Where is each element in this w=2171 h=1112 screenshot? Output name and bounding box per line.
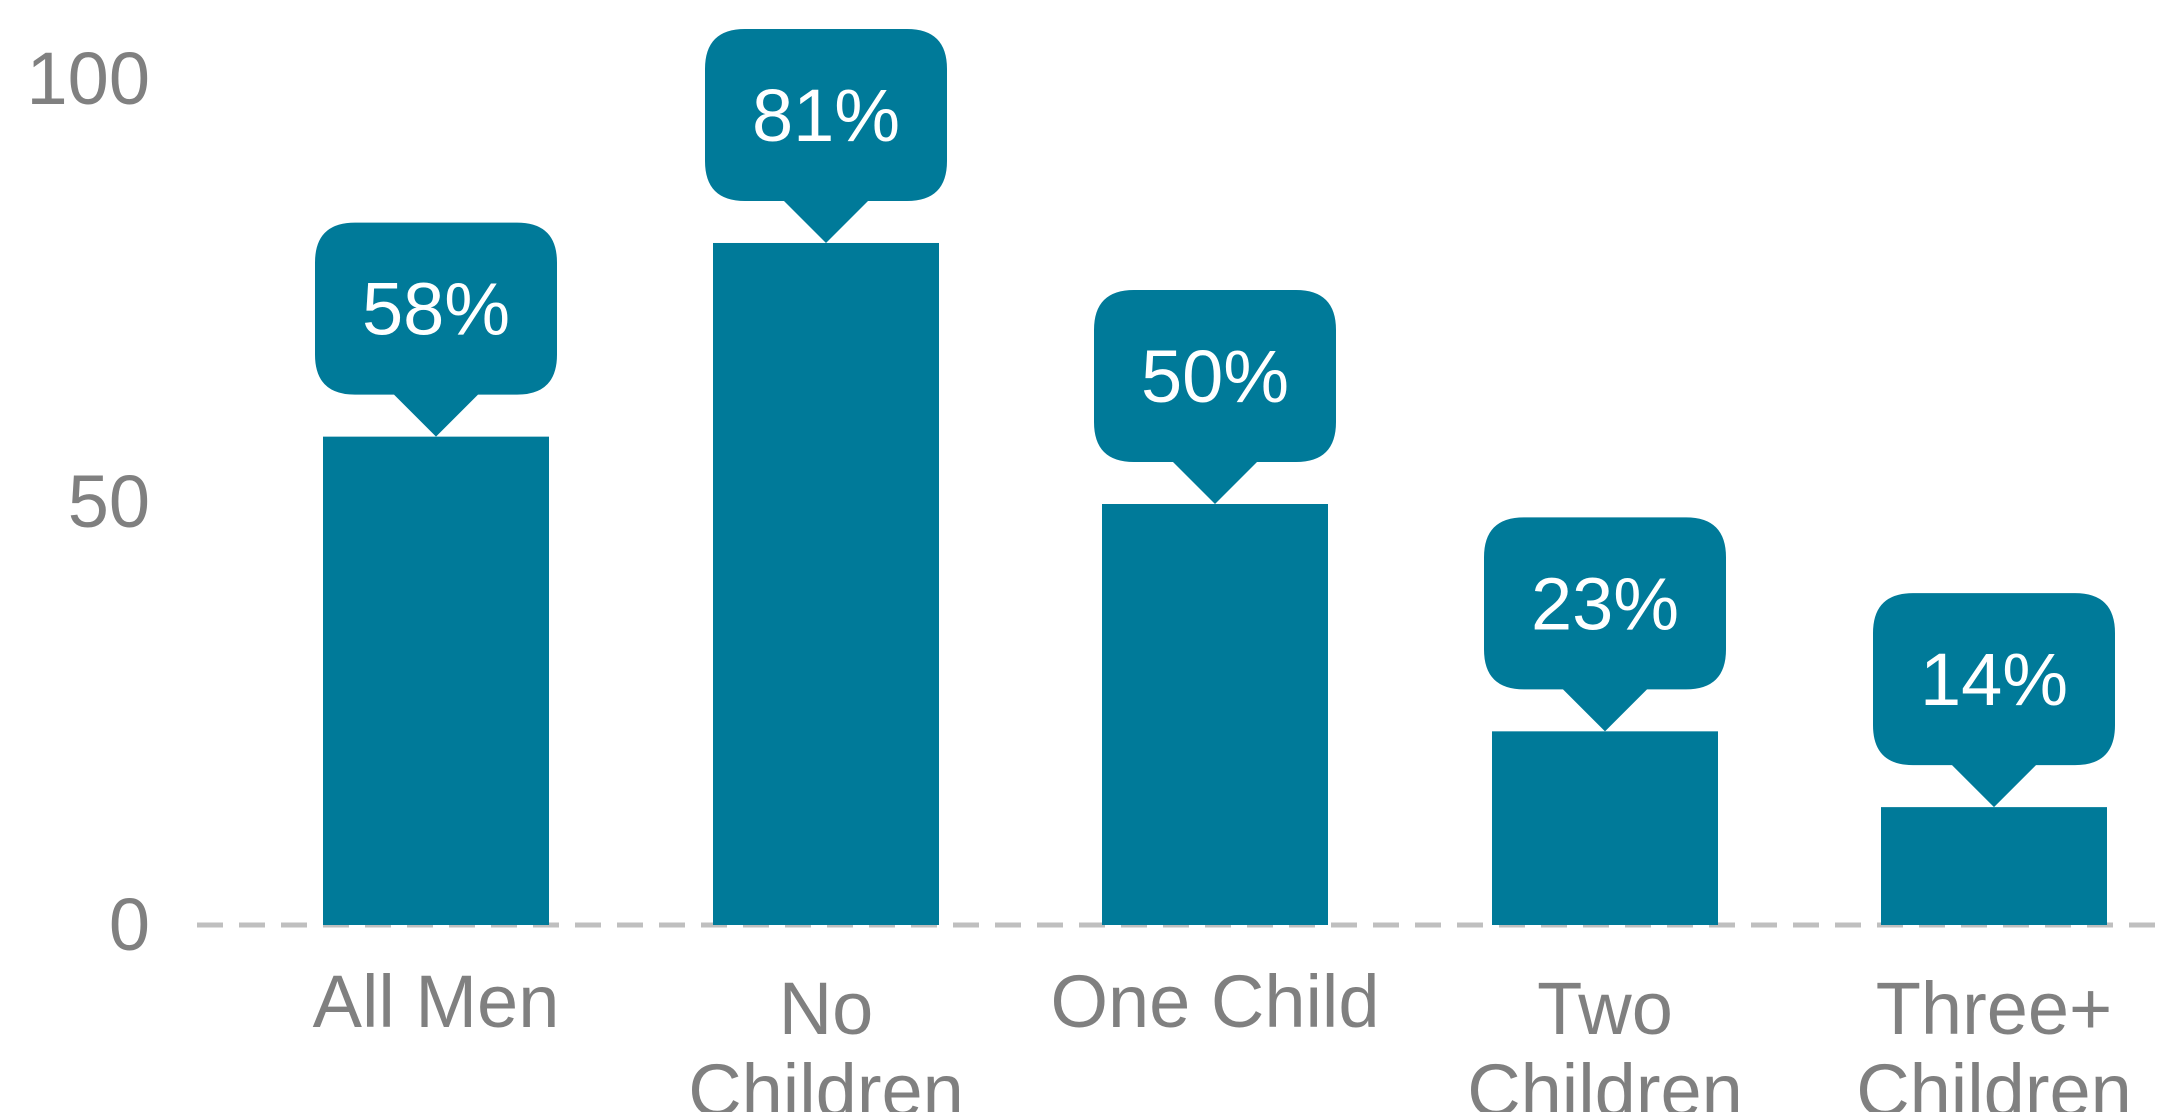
x-tick-label-1-line-1: Children (688, 1049, 964, 1112)
data-label-2: 50% (1141, 335, 1289, 418)
x-tick-label-3-line-0: Two (1537, 967, 1673, 1050)
x-tick-label-3-line-1: Children (1467, 1049, 1743, 1112)
data-label-bubble-0 (315, 222, 557, 437)
data-label-4: 14% (1920, 638, 2068, 721)
y-tick-label-100: 100 (27, 37, 150, 120)
y-axis: 0 50 100 (27, 37, 150, 966)
bar-0 (323, 436, 549, 925)
x-tick-label-4-line-1: Children (1856, 1049, 2132, 1112)
data-label-bubble-1 (705, 28, 947, 243)
data-label-bubble-2 (1094, 290, 1336, 504)
data-label-bubble-4 (1873, 593, 2115, 808)
data-label-callouts: 58% 81% 50% 23% 14% (315, 28, 2115, 808)
x-tick-label-4-line-0: Three+ (1876, 967, 2113, 1050)
x-tick-label-1-line-0: No (779, 967, 874, 1050)
y-tick-label-0: 0 (109, 883, 150, 966)
bar-4 (1881, 807, 2107, 925)
y-tick-label-50: 50 (68, 460, 150, 543)
bar-1 (713, 242, 939, 926)
data-label-bubble-3 (1484, 517, 1726, 732)
x-tick-label-0: All Men (313, 960, 560, 1043)
bar-3 (1492, 731, 1718, 925)
data-label-3: 23% (1531, 562, 1679, 645)
data-label-1: 81% (752, 74, 900, 157)
data-label-0: 58% (362, 268, 510, 351)
bars-group (323, 242, 2107, 926)
bar-2 (1102, 504, 1328, 925)
x-tick-label-2: One Child (1050, 960, 1379, 1043)
